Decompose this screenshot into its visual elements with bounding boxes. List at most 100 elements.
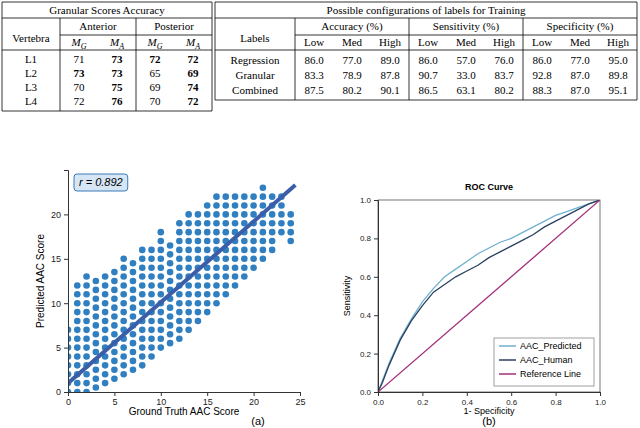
tick: 0 bbox=[66, 392, 71, 407]
point bbox=[176, 300, 183, 307]
point bbox=[111, 278, 118, 285]
point bbox=[176, 255, 183, 262]
point bbox=[195, 309, 202, 316]
point bbox=[260, 255, 267, 262]
point bbox=[111, 304, 118, 311]
point bbox=[185, 247, 192, 254]
scatter-chart: 051015202505101520Ground Truth AAC Score… bbox=[35, 171, 306, 428]
point bbox=[83, 344, 90, 351]
point bbox=[148, 255, 155, 262]
table-rule bbox=[60, 35, 212, 36]
point bbox=[74, 380, 81, 387]
point bbox=[241, 211, 248, 218]
column-header: Med bbox=[342, 36, 363, 48]
point bbox=[222, 193, 229, 200]
tick: 0.2 bbox=[360, 350, 378, 359]
point bbox=[158, 273, 165, 280]
tick-label: 1.0 bbox=[595, 398, 607, 407]
point bbox=[185, 238, 192, 245]
point bbox=[260, 220, 267, 227]
row-label: Granular bbox=[235, 69, 274, 81]
point bbox=[185, 291, 192, 298]
point bbox=[83, 335, 90, 342]
row-label: L3 bbox=[25, 81, 38, 93]
tick-mark bbox=[374, 392, 378, 393]
point bbox=[93, 295, 100, 302]
point bbox=[232, 211, 239, 218]
axis: 0.00.20.40.60.81.0 bbox=[360, 196, 379, 397]
table-cell: 80.2 bbox=[342, 84, 361, 96]
point bbox=[139, 300, 146, 307]
point bbox=[139, 264, 146, 271]
figure: Granular Scores AccuracyVertebraAnterior… bbox=[0, 0, 640, 428]
point bbox=[120, 353, 127, 360]
point bbox=[111, 367, 118, 374]
axis-title: Sensitivity bbox=[342, 275, 352, 316]
point bbox=[185, 318, 192, 325]
point bbox=[148, 344, 155, 351]
plot-area bbox=[68, 184, 295, 392]
point bbox=[102, 291, 109, 298]
point bbox=[130, 295, 137, 302]
table-cell: 83.7 bbox=[494, 69, 514, 81]
table-cell: 72 bbox=[188, 95, 200, 107]
table-rule bbox=[215, 50, 637, 51]
point bbox=[111, 375, 118, 382]
caption: (a) bbox=[251, 415, 264, 427]
table-cell: 87.5 bbox=[304, 84, 324, 96]
point bbox=[74, 344, 81, 351]
table-cell: 63.1 bbox=[456, 84, 475, 96]
point bbox=[102, 273, 109, 280]
point bbox=[139, 291, 146, 298]
caption: (b) bbox=[482, 415, 495, 427]
point bbox=[148, 264, 155, 271]
point bbox=[195, 220, 202, 227]
table-cell: 88.3 bbox=[532, 84, 552, 96]
tick: 20 bbox=[249, 392, 259, 407]
table-cell: 77.0 bbox=[342, 54, 362, 66]
plot-area bbox=[378, 200, 600, 392]
point bbox=[167, 260, 174, 267]
point bbox=[120, 282, 127, 289]
table-cell: 75 bbox=[112, 81, 124, 93]
point bbox=[278, 220, 285, 227]
point bbox=[120, 371, 127, 378]
point bbox=[83, 291, 90, 298]
tick-label: 1.0 bbox=[360, 196, 372, 205]
series-line bbox=[378, 200, 600, 392]
point bbox=[130, 260, 137, 267]
table-cell: 90.1 bbox=[380, 84, 399, 96]
table-cell: 74 bbox=[188, 81, 200, 93]
legend-label: Reference Line bbox=[520, 369, 581, 379]
tick: 20 bbox=[51, 210, 68, 220]
point bbox=[232, 282, 239, 289]
table-rule bbox=[2, 2, 212, 3]
point bbox=[195, 300, 202, 307]
point bbox=[232, 202, 239, 209]
point bbox=[213, 211, 220, 218]
tick-label: 0.2 bbox=[360, 350, 372, 359]
point bbox=[241, 238, 248, 245]
table-rule bbox=[2, 2, 3, 111]
point bbox=[195, 318, 202, 325]
point bbox=[93, 384, 100, 391]
point bbox=[222, 211, 229, 218]
point bbox=[130, 313, 137, 320]
point bbox=[111, 287, 118, 294]
tick: 25 bbox=[295, 392, 305, 407]
point bbox=[111, 331, 118, 338]
point bbox=[176, 327, 183, 334]
tick-mark bbox=[64, 259, 68, 260]
table-rule bbox=[215, 2, 637, 3]
tick-label: 20 bbox=[51, 210, 61, 220]
point bbox=[195, 282, 202, 289]
tick-mark bbox=[556, 392, 557, 396]
column-header: Low bbox=[304, 36, 324, 48]
point bbox=[204, 282, 211, 289]
point bbox=[260, 247, 267, 254]
column-header: Med bbox=[570, 36, 591, 48]
column-header: Med bbox=[456, 36, 477, 48]
point bbox=[74, 362, 81, 369]
point bbox=[232, 264, 239, 271]
point bbox=[102, 327, 109, 334]
